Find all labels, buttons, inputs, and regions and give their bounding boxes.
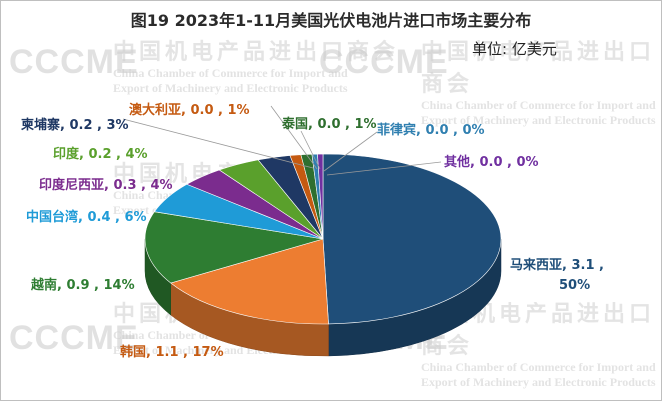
watermark: 中国机电产品进出口商会 China Chamber of Commerce fo…: [421, 34, 661, 128]
data-label-4: 印度尼西亚, 0.3 , 4%: [39, 177, 173, 193]
leader-line: [300, 130, 321, 170]
watermark-en: China Chamber of Commerce for Import and: [421, 98, 656, 112]
watermark-logo: CCCME: [319, 43, 449, 81]
leader-line: [270, 105, 318, 170]
pie-slice-1: [170, 238, 329, 325]
pie-slice-10: [317, 153, 324, 240]
watermark: 中国机电产品进出口商会 China Chamber of Commerce fo…: [113, 34, 399, 96]
watermark-en: Export of Machinery and Electronic Produ…: [421, 375, 656, 389]
watermark-en: China Chamber of Commerce for Import and: [113, 66, 348, 80]
leader-lines: [122, 105, 442, 176]
watermark-logo: CCCME: [9, 319, 139, 357]
watermark-en: Export of Machinery and Electronic Produ…: [113, 81, 348, 95]
data-label-8: 泰国, 0.0 , 1%: [281, 116, 377, 132]
data-label-6: 柬埔寨, 0.2 , 3%: [21, 117, 129, 133]
data-label-5: 印度, 0.2 , 4%: [53, 146, 148, 162]
unit-label: 单位: 亿美元: [472, 40, 557, 58]
data-label-1: 韩国, 1.1 , 17%: [120, 344, 224, 360]
pie-slice-2: [144, 211, 324, 284]
chart-title: 图19 2023年1-11月美国光伏电池片进口市场主要分布: [130, 11, 532, 30]
data-label-0: 马来西亚, 3.1 ,: [510, 257, 604, 273]
watermark-cn: 中国机电产品进出口商会: [113, 40, 400, 65]
watermark: CCCME: [9, 43, 139, 82]
watermark-cn: 中国机电产品进出口商会: [421, 40, 656, 97]
leader-line: [323, 131, 378, 172]
data-labels: 马来西亚, 3.1 , 50% 韩国, 1.1 , 17% 越南, 0.9 , 14%…: [21, 102, 604, 360]
pie-tops: [144, 153, 502, 325]
watermark: CCCME: [319, 43, 449, 82]
data-label-7: 澳大利亚, 0.0 , 1%: [129, 102, 250, 118]
data-label-9: 菲律宾, 0.0 , 0%: [377, 122, 485, 138]
watermark-en: China Chamber of Commerce for Import and: [421, 360, 656, 374]
pie-slice-0: [322, 153, 502, 325]
watermark: CCCME: [9, 319, 139, 358]
data-label-2: 越南, 0.9 , 14%: [30, 277, 135, 293]
data-label-10: 其他, 0.0 , 0%: [444, 154, 539, 170]
leader-line: [326, 161, 442, 176]
data-label-0-line2: 50%: [559, 278, 590, 293]
leader-line: [122, 118, 314, 169]
data-label-3: 中国台湾, 0.4 , 6%: [26, 209, 147, 225]
watermark-logo: CCCME: [9, 43, 139, 81]
watermark-en: Export of Machinery and Electronic Produ…: [421, 113, 656, 127]
